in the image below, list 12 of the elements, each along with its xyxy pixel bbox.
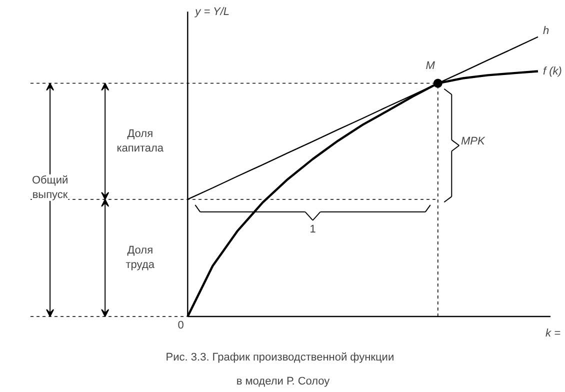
annotation: M [426,60,436,72]
text: Доля капитала [116,128,164,155]
annotation: MPK [461,135,486,148]
text: Доля труда [126,244,156,272]
series-label: f (k) [542,65,562,78]
text: Рис. 3.3. График производственной функции в модели Р. Солоу [166,352,394,388]
text: 0 [178,320,184,332]
series-label: h [542,24,550,37]
y-axis-title: y = Y/L [194,6,230,18]
x-axis-title: k = [546,328,562,340]
annotation: 1 [310,224,316,236]
text: Общий выпуск [32,174,68,201]
